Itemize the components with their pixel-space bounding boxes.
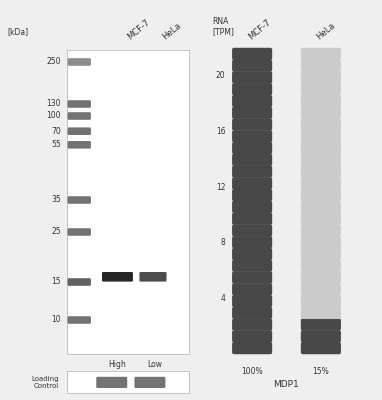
FancyBboxPatch shape [301, 236, 341, 248]
FancyBboxPatch shape [301, 83, 341, 95]
FancyBboxPatch shape [232, 248, 272, 260]
FancyBboxPatch shape [68, 316, 91, 324]
FancyBboxPatch shape [232, 118, 272, 131]
FancyBboxPatch shape [232, 95, 272, 107]
FancyBboxPatch shape [301, 130, 341, 142]
FancyBboxPatch shape [301, 342, 341, 354]
Text: HeLa: HeLa [160, 21, 183, 42]
Text: MCF-7: MCF-7 [246, 18, 272, 42]
FancyBboxPatch shape [301, 189, 341, 201]
FancyBboxPatch shape [301, 295, 341, 307]
FancyBboxPatch shape [301, 224, 341, 236]
Text: RNA
[TPM]: RNA [TPM] [212, 17, 234, 36]
Text: HeLa: HeLa [315, 21, 337, 42]
FancyBboxPatch shape [68, 127, 91, 135]
FancyBboxPatch shape [301, 260, 341, 272]
Text: 16: 16 [216, 127, 225, 136]
FancyBboxPatch shape [301, 154, 341, 166]
FancyBboxPatch shape [301, 271, 341, 284]
FancyBboxPatch shape [232, 283, 272, 295]
FancyBboxPatch shape [301, 283, 341, 295]
FancyBboxPatch shape [67, 371, 189, 393]
Text: 70: 70 [51, 127, 61, 136]
FancyBboxPatch shape [232, 48, 272, 60]
FancyBboxPatch shape [232, 342, 272, 354]
Text: High: High [108, 360, 126, 369]
FancyBboxPatch shape [232, 307, 272, 319]
FancyBboxPatch shape [68, 196, 91, 204]
FancyBboxPatch shape [301, 212, 341, 225]
FancyBboxPatch shape [68, 228, 91, 236]
FancyBboxPatch shape [301, 330, 341, 342]
Text: Loading
Control: Loading Control [32, 376, 59, 388]
FancyBboxPatch shape [232, 260, 272, 272]
Text: 12: 12 [216, 182, 225, 192]
FancyBboxPatch shape [301, 307, 341, 319]
FancyBboxPatch shape [68, 278, 91, 286]
FancyBboxPatch shape [68, 112, 91, 120]
FancyBboxPatch shape [301, 248, 341, 260]
FancyBboxPatch shape [301, 318, 341, 331]
FancyBboxPatch shape [232, 130, 272, 142]
FancyBboxPatch shape [232, 236, 272, 248]
FancyBboxPatch shape [102, 272, 133, 282]
Text: 100: 100 [47, 112, 61, 120]
FancyBboxPatch shape [232, 330, 272, 342]
FancyBboxPatch shape [301, 201, 341, 213]
Text: 10: 10 [52, 316, 61, 324]
FancyBboxPatch shape [232, 224, 272, 236]
FancyBboxPatch shape [301, 60, 341, 72]
FancyBboxPatch shape [68, 58, 91, 66]
FancyBboxPatch shape [139, 272, 167, 282]
FancyBboxPatch shape [232, 189, 272, 201]
FancyBboxPatch shape [96, 377, 127, 388]
Text: 35: 35 [51, 196, 61, 204]
Text: 8: 8 [221, 238, 225, 247]
Text: 20: 20 [216, 71, 225, 80]
FancyBboxPatch shape [301, 71, 341, 84]
FancyBboxPatch shape [301, 166, 341, 178]
FancyBboxPatch shape [134, 377, 165, 388]
FancyBboxPatch shape [232, 154, 272, 166]
FancyBboxPatch shape [301, 48, 341, 60]
FancyBboxPatch shape [232, 60, 272, 72]
Text: 100%: 100% [241, 367, 263, 376]
FancyBboxPatch shape [301, 95, 341, 107]
FancyBboxPatch shape [301, 142, 341, 154]
Text: 15: 15 [52, 278, 61, 286]
Text: 250: 250 [47, 58, 61, 66]
FancyBboxPatch shape [232, 83, 272, 95]
FancyBboxPatch shape [232, 295, 272, 307]
FancyBboxPatch shape [68, 100, 91, 108]
Text: [kDa]: [kDa] [8, 28, 29, 36]
FancyBboxPatch shape [301, 107, 341, 119]
FancyBboxPatch shape [232, 177, 272, 190]
FancyBboxPatch shape [232, 107, 272, 119]
Text: MDP1: MDP1 [274, 380, 299, 389]
Text: MCF-7: MCF-7 [126, 18, 152, 42]
FancyBboxPatch shape [67, 50, 189, 354]
FancyBboxPatch shape [232, 212, 272, 225]
Text: Low: Low [147, 360, 162, 369]
FancyBboxPatch shape [301, 177, 341, 190]
FancyBboxPatch shape [301, 118, 341, 131]
Text: 15%: 15% [312, 367, 329, 376]
FancyBboxPatch shape [232, 318, 272, 331]
Text: 25: 25 [52, 228, 61, 236]
Text: 4: 4 [220, 294, 225, 303]
FancyBboxPatch shape [232, 201, 272, 213]
Text: 55: 55 [51, 140, 61, 149]
FancyBboxPatch shape [232, 71, 272, 84]
Text: 130: 130 [47, 100, 61, 108]
FancyBboxPatch shape [232, 142, 272, 154]
FancyBboxPatch shape [68, 141, 91, 148]
FancyBboxPatch shape [232, 166, 272, 178]
FancyBboxPatch shape [232, 271, 272, 284]
